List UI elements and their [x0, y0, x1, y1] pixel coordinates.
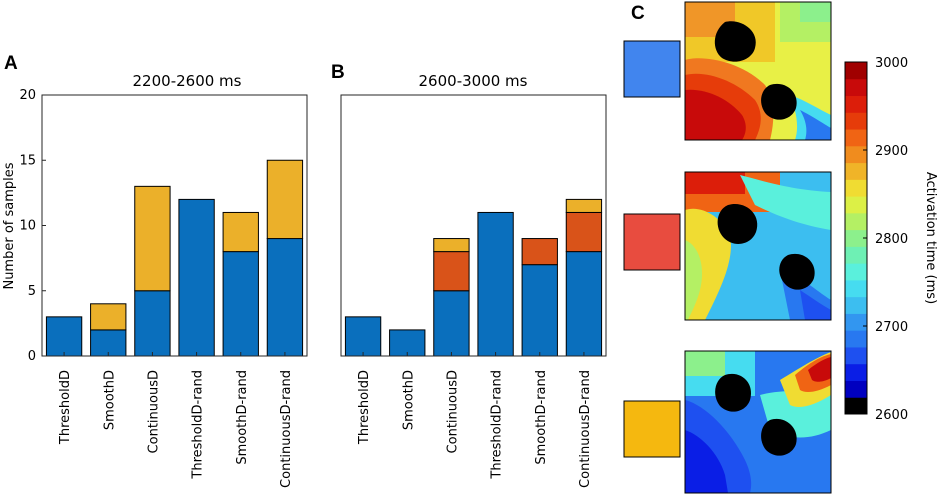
- chart-a: 2200-2600 ms Number of samples 0 5 10 15 20 T…: [2, 72, 308, 488]
- chart-b-frame: [340, 94, 607, 357]
- yellow-sample-map: [685, 351, 831, 493]
- colorbar-segment: [845, 129, 867, 147]
- category-label-SmoothD-rand: SmoothD-rand: [235, 370, 250, 465]
- bar-orange-SmoothD-rand: [521, 238, 558, 266]
- map-2-border: [684, 171, 832, 321]
- bar-blue-ThresholdD-rand: [477, 211, 514, 357]
- bar-blue-ThresholdD-rand: [178, 198, 215, 357]
- colorbar-tick-label: 2700: [875, 320, 908, 335]
- colorbar-segment: [845, 397, 867, 415]
- panel-letter-a: A: [4, 53, 18, 74]
- colorbar-segment: [845, 229, 867, 247]
- bar-yellow-ContinuousD: [134, 185, 171, 292]
- bar-orange-ContinuousD: [433, 251, 470, 292]
- colorbar-segment: [845, 346, 867, 365]
- y-tick-label: 0: [28, 349, 36, 364]
- blue-swatch: [623, 40, 681, 98]
- colorbar-segment: [845, 145, 867, 164]
- colorbar-segment: [845, 62, 867, 80]
- colorbar-segment: [845, 112, 867, 130]
- bar-blue-ThresholdD: [45, 316, 83, 357]
- chart-b-title: 2600-3000 ms: [419, 72, 528, 90]
- colorbar-segment: [845, 330, 867, 348]
- category-label-SmoothD: SmoothD: [401, 370, 416, 430]
- colorbar-segment: [845, 246, 867, 264]
- chart-a-ylabel: Number of samples: [2, 162, 17, 289]
- chart-a-frame: [41, 94, 308, 357]
- category-label-ContinuousD-rand: ContinuousD-rand: [578, 370, 593, 488]
- colorbar-segment: [845, 380, 867, 398]
- red-swatch: [623, 213, 681, 271]
- bar-yellow-ContinuousD-rand: [266, 159, 304, 240]
- colorbar-tick-label: 2900: [875, 144, 908, 159]
- chart-b: 2600-3000 ms ThresholdD SmoothD Continuous…: [340, 72, 607, 488]
- yellow-swatch: [623, 400, 681, 458]
- colorbar-tick-label: 2800: [875, 232, 908, 247]
- colorbar-segment: [845, 162, 867, 180]
- panel-letter-c: C: [631, 3, 645, 24]
- colorbar-segment: [845, 212, 867, 231]
- colorbar-tick-label: 2600: [875, 408, 908, 423]
- category-label-ContinuousD: ContinuousD: [146, 370, 161, 453]
- colorbar-tick-label: 3000: [875, 56, 908, 71]
- bar-yellow-ContinuousD: [433, 238, 470, 253]
- colorbar-segment: [845, 263, 867, 281]
- colorbar-segment: [845, 196, 867, 214]
- map-1-border: [684, 1, 832, 141]
- y-tick-label: 5: [28, 284, 36, 299]
- bar-blue-ContinuousD-rand: [565, 251, 603, 357]
- colorbar-segment: [845, 95, 867, 113]
- bar-blue-ThresholdD: [344, 316, 382, 357]
- panel-letter-b: B: [331, 62, 345, 83]
- chart-a-title: 2200-2600 ms: [133, 72, 242, 90]
- category-label-SmoothD-rand: SmoothD-rand: [534, 370, 549, 465]
- colorbar-segment: [845, 179, 867, 197]
- blue-sample-map: [685, 2, 831, 140]
- bar-blue-SmoothD-rand: [521, 264, 558, 357]
- category-label-ThresholdD: ThresholdD: [58, 370, 73, 445]
- colorbar-segment: [845, 363, 867, 381]
- colorbar-segment: [845, 313, 867, 331]
- colorbar-segment: [845, 78, 867, 97]
- category-label-ThresholdD-rand: ThresholdD-rand: [490, 370, 505, 480]
- bar-orange-ContinuousD-rand: [565, 211, 603, 253]
- y-tick-label: 20: [19, 88, 36, 103]
- colorbar-segment: [845, 296, 867, 314]
- map-3-border: [684, 350, 832, 494]
- category-label-ContinuousD-rand: ContinuousD-rand: [279, 370, 294, 488]
- panel-c: [623, 1, 832, 494]
- bar-blue-ContinuousD: [134, 290, 171, 357]
- y-tick-label: 15: [19, 153, 36, 168]
- category-label-ThresholdD: ThresholdD: [357, 370, 372, 445]
- bar-blue-ContinuousD: [433, 290, 470, 357]
- category-label-ContinuousD: ContinuousD: [445, 370, 460, 453]
- bar-blue-SmoothD-rand: [222, 251, 259, 357]
- bar-yellow-SmoothD-rand: [222, 211, 259, 253]
- colorbar-label: Activation time (ms): [923, 172, 938, 304]
- red-sample-map: [685, 172, 831, 320]
- bar-blue-ContinuousD-rand: [266, 238, 304, 357]
- bar-yellow-ContinuousD-rand: [565, 198, 603, 213]
- colorbar: 3000 2900 2800 2700 2600 Activation time (ms…: [844, 56, 938, 423]
- category-label-SmoothD: SmoothD: [102, 370, 117, 430]
- colorbar-segment: [845, 279, 867, 298]
- bar-yellow-SmoothD: [90, 303, 127, 331]
- category-label-ThresholdD-rand: ThresholdD-rand: [191, 370, 206, 480]
- y-tick-label: 10: [19, 219, 36, 234]
